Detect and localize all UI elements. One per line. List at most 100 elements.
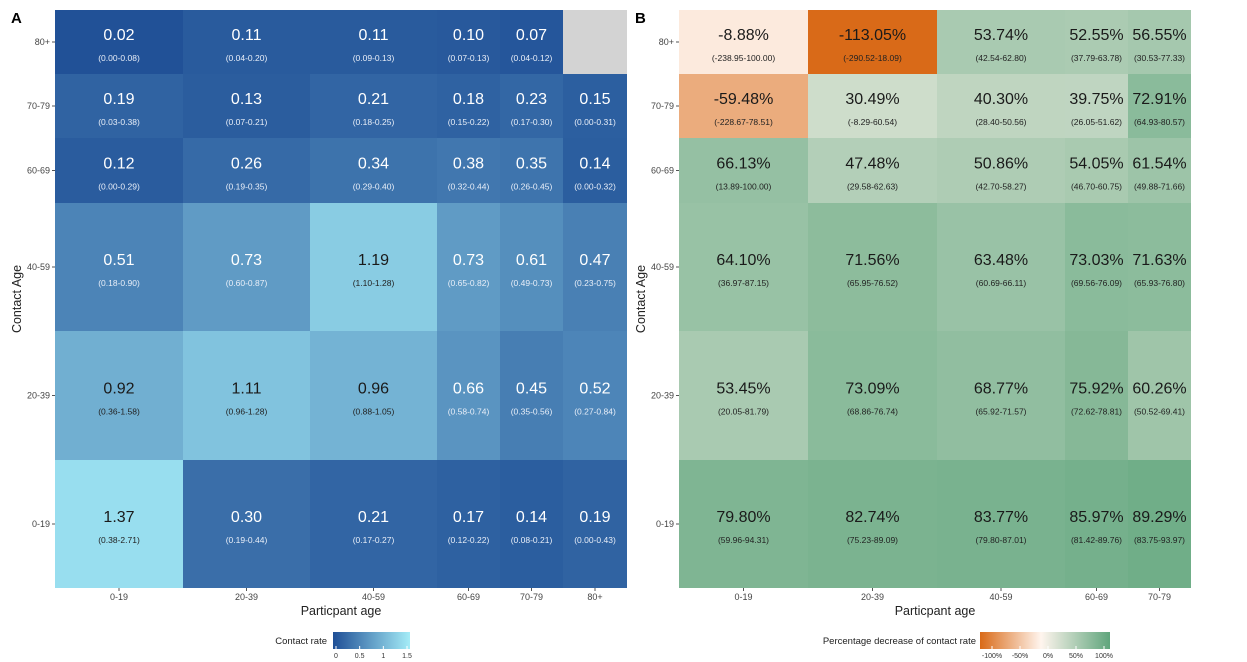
cell-value-label: 0.02	[103, 27, 134, 44]
cell-ci-label: (72.62-78.81)	[1071, 407, 1122, 417]
cell-ci-label: (0.04-0.20)	[226, 53, 268, 63]
cell-value-label: 83.77%	[974, 509, 1028, 526]
heatmap-cell	[1065, 460, 1128, 588]
legend-tick-label: -100%	[982, 653, 1002, 660]
cell-value-label: 30.49%	[845, 91, 899, 108]
heatmap-cell	[500, 460, 563, 588]
cell-ci-label: (-290.52-18.09)	[843, 53, 902, 63]
heatmap-cell	[937, 460, 1065, 588]
cell-ci-label: (20.05-81.79)	[718, 407, 769, 417]
cell-value-label: 0.15	[579, 91, 610, 108]
cell-ci-label: (-238.95-100.00)	[712, 53, 775, 63]
heatmap-cell	[1065, 203, 1128, 331]
cell-ci-label: (30.53-77.33)	[1134, 53, 1185, 63]
legend-colorbar	[333, 632, 410, 649]
cell-ci-label: (0.00-0.43)	[574, 535, 616, 545]
heatmap-cell	[1128, 460, 1191, 588]
cell-value-label: 72.91%	[1132, 91, 1186, 108]
heatmap-cell	[437, 138, 500, 203]
cell-value-label: 39.75%	[1069, 91, 1123, 108]
cell-ci-label: (1.10-1.28)	[353, 278, 395, 288]
heatmap-cell	[183, 138, 310, 203]
cell-ci-label: (37.79-63.78)	[1071, 53, 1122, 63]
cell-value-label: 1.19	[358, 252, 389, 269]
cell-value-label: 82.74%	[845, 509, 899, 526]
y-tick-label: 70-79	[651, 101, 674, 111]
cell-ci-label: (0.32-0.44)	[448, 182, 490, 192]
heatmap-cell	[183, 203, 310, 331]
heatmap-cell	[937, 74, 1065, 138]
heatmap-cell	[563, 203, 627, 331]
cell-ci-label: (0.15-0.22)	[448, 117, 490, 127]
cell-ci-label: (0.00-0.08)	[98, 53, 140, 63]
heatmap-cell	[937, 331, 1065, 460]
heatmap-cell	[1065, 138, 1128, 203]
cell-value-label: 85.97%	[1069, 509, 1123, 526]
cell-value-label: 0.19	[103, 91, 134, 108]
cell-ci-label: (83.75-93.97)	[1134, 535, 1185, 545]
legend-b: Percentage decrease of contact rate -100%…	[823, 632, 1113, 660]
heatmap-cell	[500, 331, 563, 460]
cell-ci-label: (64.93-80.57)	[1134, 117, 1185, 127]
heatmap-cell	[437, 10, 500, 74]
heatmap-cell	[437, 331, 500, 460]
x-tick-label: 40-59	[989, 592, 1012, 602]
heatmap-cell	[500, 74, 563, 138]
y-tick-label: 20-39	[651, 391, 674, 401]
heatmap-cell	[500, 10, 563, 74]
heatmap-cell	[55, 138, 183, 203]
cell-value-label: 47.48%	[845, 156, 899, 173]
cell-value-label: 0.12	[103, 156, 134, 173]
cell-value-label: 0.17	[453, 509, 484, 526]
cell-value-label: 71.56%	[845, 252, 899, 269]
cell-value-label: 0.47	[579, 252, 610, 269]
cell-ci-label: (0.08-0.21)	[511, 535, 553, 545]
cell-value-label: 73.09%	[845, 381, 899, 398]
cell-ci-label: (29.58-62.63)	[847, 182, 898, 192]
cell-value-label: 61.54%	[1132, 156, 1186, 173]
cell-ci-label: (65.95-76.52)	[847, 278, 898, 288]
heatmap-cell	[310, 74, 437, 138]
cell-value-label: -8.88%	[718, 27, 769, 44]
cell-value-label: 0.61	[516, 252, 547, 269]
heatmap-cell	[808, 10, 937, 74]
heatmap-cell	[679, 460, 808, 588]
cell-value-label: 40.30%	[974, 91, 1028, 108]
heatmap-cell	[310, 10, 437, 74]
legend-tick-label: 0%	[1043, 653, 1053, 660]
cell-ci-label: (28.40-50.56)	[975, 117, 1026, 127]
cell-value-label: 0.13	[231, 91, 262, 108]
cell-ci-label: (0.49-0.73)	[511, 278, 553, 288]
x-tick-label: 70-79	[1148, 592, 1171, 602]
y-axis-title: Contact Age	[634, 265, 648, 333]
cell-ci-label: (0.19-0.35)	[226, 182, 268, 192]
cell-ci-label: (0.26-0.45)	[511, 182, 553, 192]
cell-value-label: 53.45%	[716, 381, 770, 398]
cell-ci-label: (0.96-1.28)	[226, 407, 268, 417]
heatmap-cell	[937, 10, 1065, 74]
cell-ci-label: (79.80-87.01)	[975, 535, 1026, 545]
cell-ci-label: (0.17-0.30)	[511, 117, 553, 127]
y-tick-label: 60-69	[27, 166, 50, 176]
heatmap-cell	[183, 460, 310, 588]
cell-ci-label: (42.70-58.27)	[975, 182, 1026, 192]
y-tick-label: 80+	[35, 37, 50, 47]
cell-ci-label: (-228.67-78.51)	[714, 117, 773, 127]
cell-value-label: 73.03%	[1069, 252, 1123, 269]
panel-label: B	[635, 10, 646, 27]
cell-value-label: 0.51	[103, 252, 134, 269]
legend-tick-label: -50%	[1012, 653, 1028, 660]
cell-ci-label: (75.23-89.09)	[847, 535, 898, 545]
heatmap-cell	[310, 331, 437, 460]
heatmap-cell	[563, 138, 627, 203]
heatmap-cell	[437, 460, 500, 588]
cell-ci-label: (0.36-1.58)	[98, 407, 140, 417]
x-tick-label: 70-79	[520, 592, 543, 602]
cell-value-label: 52.55%	[1069, 27, 1123, 44]
heatmap-cell	[808, 460, 937, 588]
cell-value-label: 0.10	[453, 27, 484, 44]
heatmap-cell	[1128, 331, 1191, 460]
heatmap-cell	[1128, 10, 1191, 74]
cell-value-label: 53.74%	[974, 27, 1028, 44]
cell-ci-label: (0.09-0.13)	[353, 53, 395, 63]
